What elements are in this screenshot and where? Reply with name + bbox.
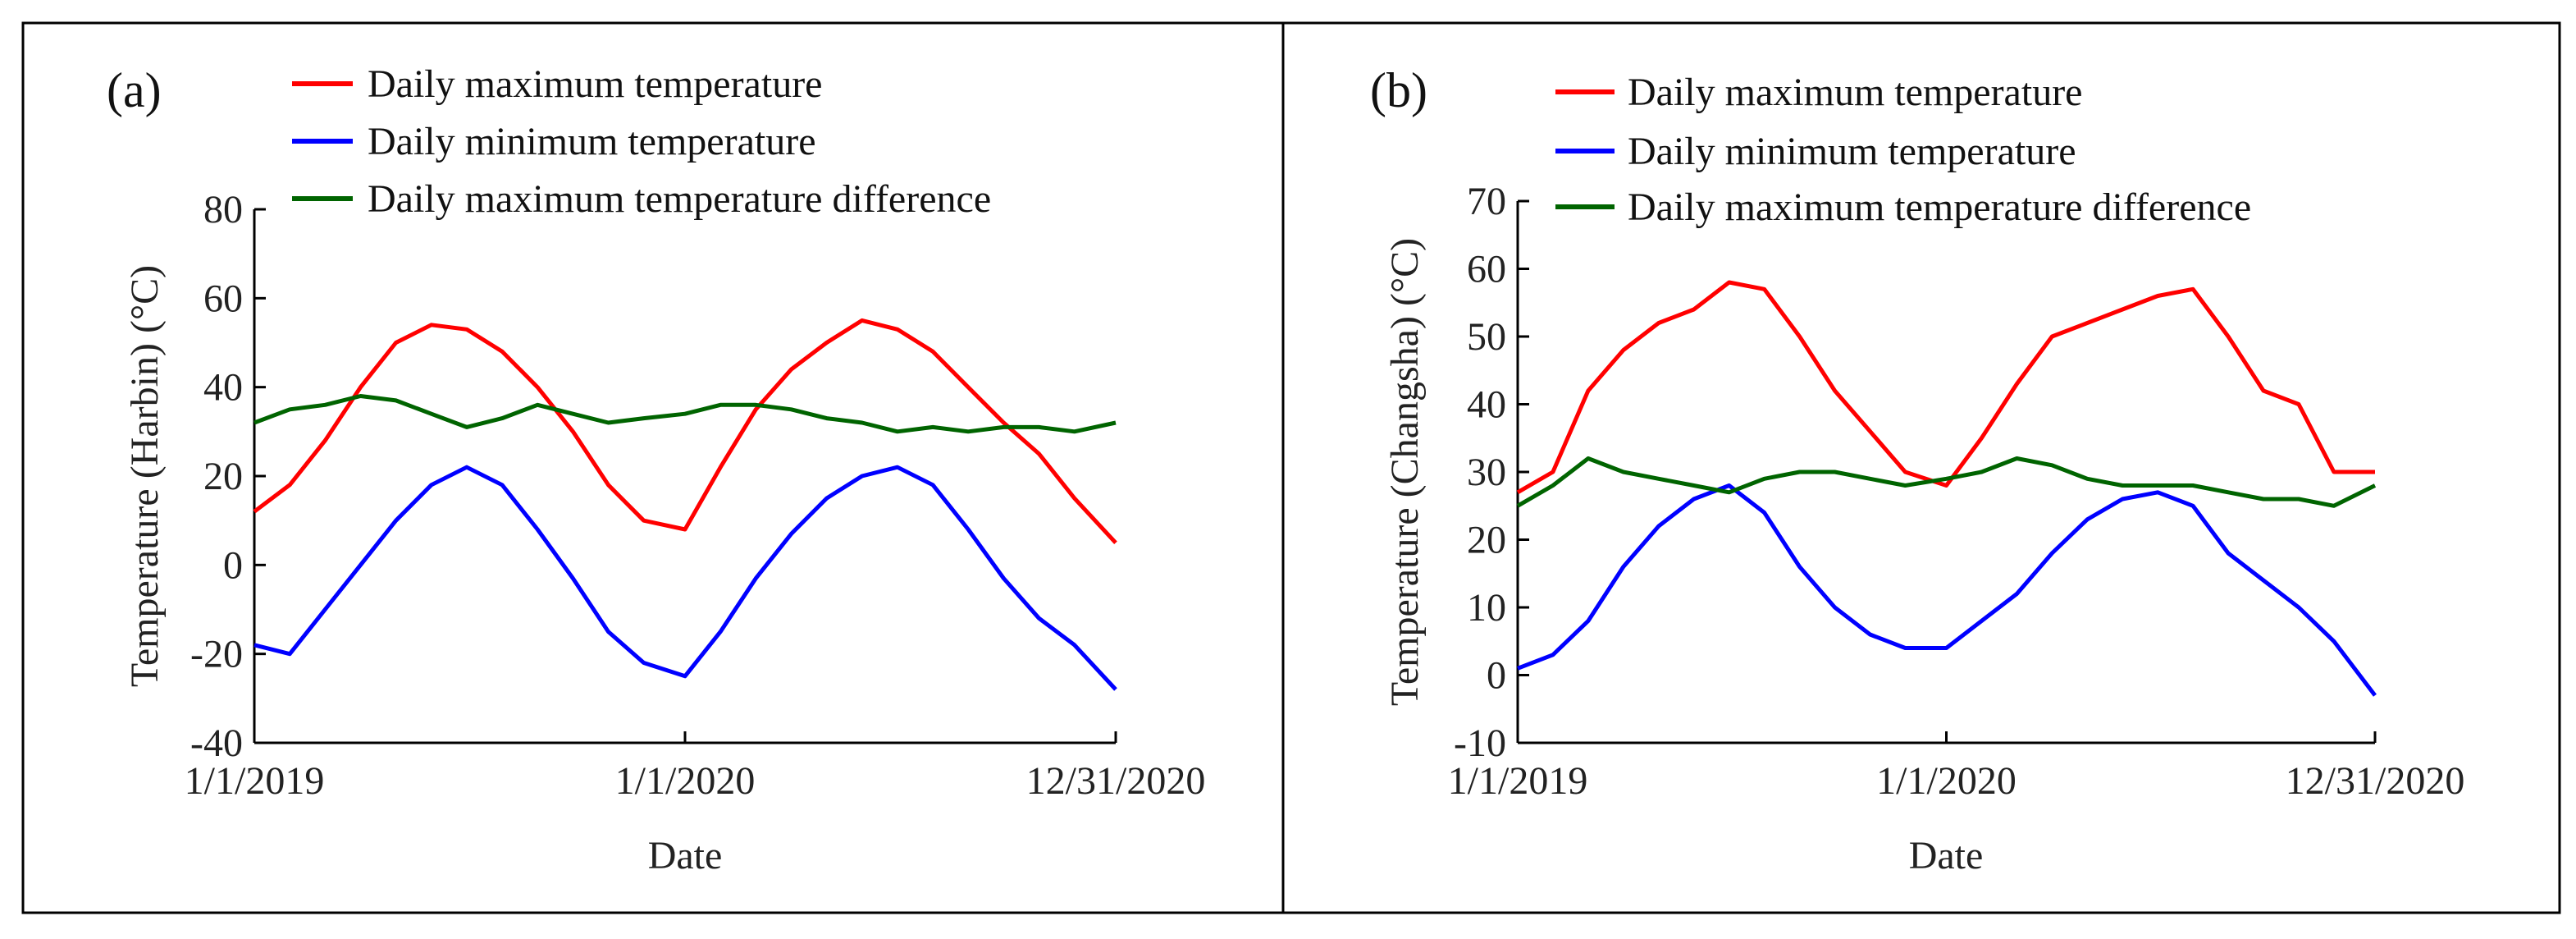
series-line-2: [1516, 456, 2377, 508]
y-tick-label: -20: [190, 633, 243, 676]
panel-a-y-title: Temperature (Harbin) (°C): [123, 265, 167, 687]
y-tick-label: 0: [1487, 654, 1506, 698]
y-tick-label: 40: [203, 366, 243, 410]
y-tick-label: -10: [1454, 721, 1506, 765]
x-tick-label: 1/1/2019: [185, 759, 325, 803]
panel-b-y-ticks: -10 0 10 20 30 40 50 60 70: [1454, 180, 1529, 765]
panel-a-series: [253, 318, 1117, 691]
panel-b-y-title: Temperature (Changsha) (°C): [1383, 238, 1427, 706]
legend-b-min-label: Daily minimum temperature: [1628, 130, 2076, 173]
y-tick-label: 30: [1467, 451, 1506, 494]
y-tick-label: 80: [203, 188, 243, 231]
series-line-2: [253, 394, 1117, 434]
panel-a-label: (a): [107, 63, 162, 117]
panel-a-legend: Daily maximum temperature Daily minimum …: [292, 62, 991, 221]
x-tick-label: 1/1/2020: [1876, 759, 2016, 803]
legend-b-max-label: Daily maximum temperature: [1628, 71, 2082, 114]
series-line-1: [253, 465, 1117, 691]
y-tick-label: 40: [1467, 383, 1506, 427]
x-tick-label: 1/1/2020: [615, 759, 756, 803]
panel-b-label: (b): [1370, 63, 1427, 117]
panel-b-x-ticks: 1/1/2019 1/1/2020 12/31/2020: [1448, 731, 2465, 803]
y-tick-label: 70: [1467, 180, 1506, 223]
legend-a-min-label: Daily minimum temperature: [368, 120, 816, 163]
panel-a-y-ticks: -40 -20 0 20 40 60 80: [190, 188, 266, 765]
legend-a-diff-label: Daily maximum temperature difference: [368, 177, 991, 221]
series-line-0: [1516, 280, 2375, 494]
x-tick-label: 12/31/2020: [2286, 759, 2465, 803]
panel-b-x-title: Date: [1909, 834, 1984, 877]
y-tick-label: 20: [1467, 519, 1506, 562]
panel-a-x-ticks: 1/1/2019 1/1/2020 12/31/2020: [185, 731, 1206, 803]
y-tick-label: 60: [203, 277, 243, 320]
panel-b-series: [1516, 280, 2377, 697]
panel-b-changsha: (b) Daily maximum temperature Daily mini…: [1370, 63, 2464, 877]
y-tick-label: 10: [1467, 586, 1506, 630]
y-tick-label: 50: [1467, 315, 1506, 359]
x-tick-label: 1/1/2019: [1448, 759, 1588, 803]
y-tick-label: 60: [1467, 248, 1506, 291]
series-line-1: [1517, 483, 2377, 697]
x-tick-label: 12/31/2020: [1026, 759, 1206, 803]
legend-b-diff-label: Daily maximum temperature difference: [1628, 186, 2251, 229]
series-line-0: [253, 318, 1117, 545]
panel-b-legend: Daily maximum temperature Daily minimum …: [1555, 71, 2251, 229]
y-tick-label: 20: [203, 455, 243, 498]
panel-a-x-title: Date: [648, 834, 723, 877]
panel-a-harbin: (a) Daily maximum temperature Daily mini…: [107, 62, 1205, 877]
y-tick-label: -40: [190, 721, 243, 765]
figure-frame: [21, 21, 2561, 914]
legend-a-max-label: Daily maximum temperature: [368, 62, 822, 106]
y-tick-label: 0: [223, 543, 243, 587]
